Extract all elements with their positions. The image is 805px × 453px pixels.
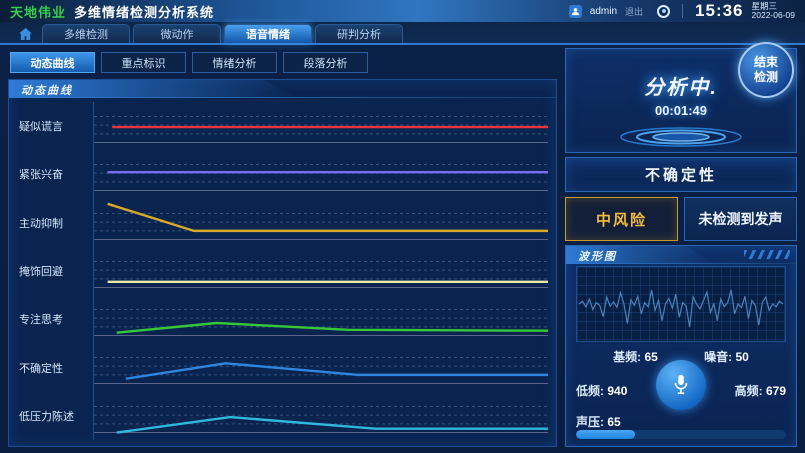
high-freq-label: 高频:	[734, 384, 763, 398]
risk-level-label: 中风险	[595, 211, 647, 229]
low-freq-label: 低频:	[576, 384, 604, 398]
tech-rings-graphic	[620, 127, 742, 147]
date-box: 星期三 2022-06-09	[751, 0, 795, 21]
tab-微动作[interactable]: 微动作	[133, 24, 221, 43]
chart-row-紧张兴奋: 紧张兴奋	[9, 150, 548, 199]
analysis-panel: 分析中. 00:01:49 结束 检测	[565, 42, 797, 153]
waveform-header-strip	[566, 246, 716, 264]
main-tab-bar: 多维检测 微动作 语音情绪 研判分析	[0, 22, 805, 45]
waveform-line	[579, 269, 783, 339]
row-label: 低压力陈述	[19, 410, 74, 423]
chart-row-专注思考: 专注思考	[9, 295, 548, 344]
row-plot	[93, 102, 548, 151]
risk-level-button[interactable]: 中风险	[565, 197, 678, 241]
voice-status-label: 未检测到发声	[698, 211, 783, 227]
company-logo: 天地伟业	[10, 4, 67, 20]
chart-row-掩饰回避: 掩饰回避	[9, 246, 548, 296]
tab-多维检测[interactable]: 多维检测	[42, 24, 130, 43]
stop-detection-button[interactable]: 结束 检测	[738, 42, 794, 98]
weekday-label: 星期三	[751, 0, 778, 11]
sub-tab-bar: 动态曲线 重点标识 情绪分析 段落分析	[10, 52, 368, 73]
home-icon	[18, 27, 32, 40]
record-status-icon[interactable]	[657, 4, 671, 18]
waveform-title: 波形图	[578, 251, 617, 263]
noise-stat: 噪音: 50	[704, 348, 749, 365]
chart-row-低压力陈述: 低压力陈述	[9, 391, 548, 440]
panel-header-strip	[9, 80, 299, 98]
chart-row-主动抑制: 主动抑制	[9, 198, 548, 247]
top-header: 天地伟业 多维情绪检测分析系统 admin 退出 15:36 星期三 2022-…	[0, 0, 805, 22]
panel-header: 动态曲线	[9, 80, 556, 98]
panel-header-underline	[9, 97, 556, 98]
waveform-header-underline	[566, 263, 796, 264]
row-plot	[93, 343, 548, 392]
high-freq-stat: 高频: 679	[735, 382, 786, 399]
user-avatar-icon	[568, 4, 582, 18]
row-plot	[93, 295, 548, 344]
base-freq-label: 基频:	[613, 350, 642, 364]
row-label: 主动抑制	[19, 217, 63, 230]
username-label: admin	[589, 5, 618, 17]
voice-status-button[interactable]: 未检测到发声	[684, 197, 797, 241]
subtab-段落分析[interactable]: 段落分析	[283, 52, 368, 73]
logout-link[interactable]: 退出	[625, 6, 644, 17]
tab-语音情绪[interactable]: 语音情绪	[224, 24, 312, 43]
row-label: 不确定性	[19, 362, 63, 375]
base-freq-value: 65	[644, 350, 658, 364]
clock-time: 15:36	[695, 1, 744, 20]
pressure-stat: 声压: 65	[576, 413, 621, 430]
microphone-button[interactable]	[656, 360, 706, 410]
subtab-重点标识[interactable]: 重点标识	[101, 52, 186, 73]
pressure-label: 声压:	[576, 415, 604, 429]
uncertainty-label: 不确定性	[644, 167, 717, 184]
row-plot	[93, 391, 548, 440]
row-label: 疑似谎言	[19, 121, 63, 134]
date-label: 2022-06-09	[751, 10, 795, 20]
noise-value: 50	[735, 350, 749, 364]
pressure-bar-track	[576, 430, 786, 439]
subtab-动态曲线[interactable]: 动态曲线	[10, 52, 95, 73]
analysis-status: 分析中.	[644, 77, 718, 99]
chart-row-不确定性: 不确定性	[9, 343, 548, 392]
header-slashes-decoration	[744, 250, 790, 259]
waveform-panel: 波形图 基频: 65 噪音: 50 低频: 940 高频: 679	[565, 245, 797, 447]
analysis-timer: 00:01:49	[654, 103, 708, 118]
row-plot	[93, 198, 548, 247]
home-tab[interactable]	[8, 24, 42, 43]
row-plot	[93, 150, 548, 199]
chart-row-疑似谎言: 疑似谎言	[9, 102, 548, 151]
system-title: 多维情绪检测分析系统	[74, 4, 215, 20]
low-freq-stat: 低频: 940	[576, 382, 627, 399]
tab-研判分析[interactable]: 研判分析	[315, 24, 403, 43]
pressure-value: 65	[607, 415, 621, 429]
pressure-bar-fill	[576, 430, 635, 439]
row-label: 专注思考	[19, 314, 63, 327]
header-divider	[682, 4, 684, 18]
main-tabs: 多维检测 微动作 语音情绪 研判分析	[42, 24, 406, 43]
freq-stats-row: 基频: 65 噪音: 50	[566, 348, 796, 365]
emotion-curves-chart: 疑似谎言紧张兴奋主动抑制掩饰回避专注思考不确定性低压力陈述	[9, 102, 548, 440]
header-right: admin 退出 15:36 星期三 2022-06-09	[568, 0, 795, 21]
uncertainty-panel[interactable]: 不确定性	[565, 157, 797, 192]
row-plot	[93, 246, 548, 296]
row-label: 紧张兴奋	[19, 169, 63, 182]
stop-detection-label: 结束 检测	[753, 55, 778, 84]
high-freq-value: 679	[765, 384, 786, 398]
low-freq-value: 940	[607, 384, 628, 398]
waveform-header: 波形图	[566, 246, 796, 264]
noise-label: 噪音:	[704, 350, 733, 364]
subtab-情绪分析[interactable]: 情绪分析	[192, 52, 277, 73]
panel-title: 动态曲线	[21, 85, 73, 97]
dynamic-curve-panel: 动态曲线 疑似谎言紧张兴奋主动抑制掩饰回避专注思考不确定性低压力陈述	[8, 79, 557, 447]
base-freq-stat: 基频: 65	[613, 348, 658, 365]
row-label: 掩饰回避	[19, 265, 63, 278]
waveform-chart	[576, 266, 786, 342]
microphone-icon	[674, 374, 688, 395]
